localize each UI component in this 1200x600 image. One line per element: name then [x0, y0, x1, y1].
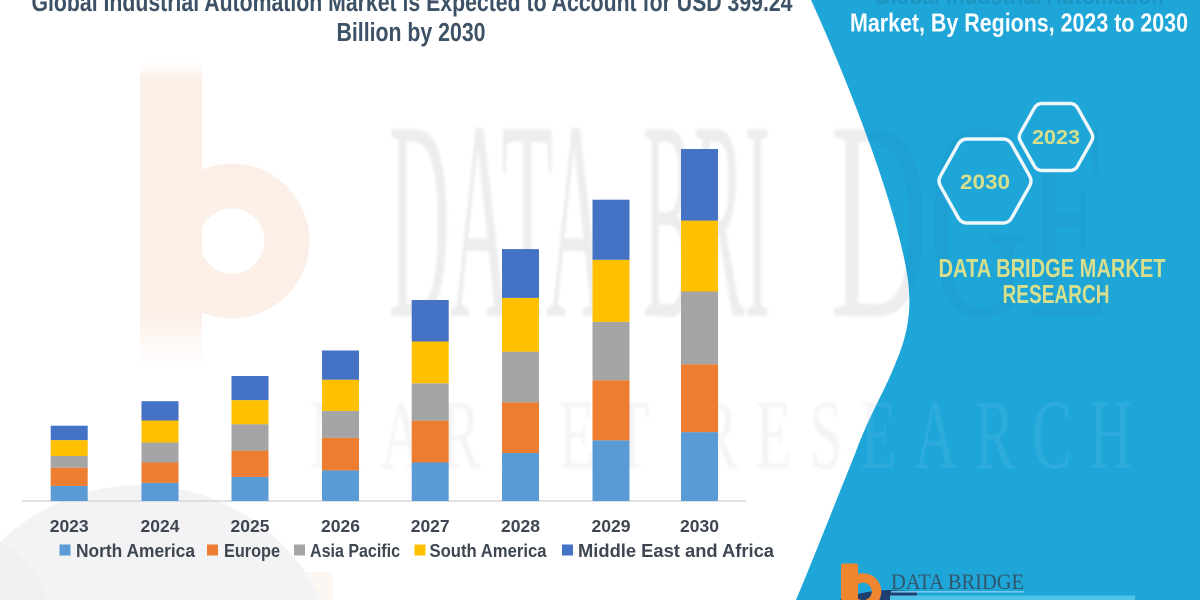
svg-text:2030: 2030 — [680, 516, 719, 536]
svg-text:Asia Pacific: Asia Pacific — [310, 541, 400, 561]
svg-text:2030: 2030 — [960, 171, 1010, 194]
svg-text:2023: 2023 — [1032, 127, 1080, 149]
svg-text:Market, By Regions, 2023 to 20: Market, By Regions, 2023 to 2030 — [850, 8, 1188, 38]
svg-text:2028: 2028 — [501, 516, 540, 536]
svg-text:DATA BRIDGE: DATA BRIDGE — [891, 569, 1024, 594]
svg-text:Billion by 2030: Billion by 2030 — [337, 19, 486, 47]
svg-text:2023: 2023 — [50, 516, 89, 536]
svg-text:2026: 2026 — [321, 516, 360, 536]
svg-text:RESEARCH: RESEARCH — [1003, 279, 1110, 309]
svg-text:Middle East and Africa: Middle East and Africa — [578, 541, 775, 561]
svg-text:2029: 2029 — [592, 516, 631, 536]
svg-text:South America: South America — [430, 541, 548, 561]
svg-text:North America: North America — [76, 541, 196, 561]
svg-text:DATA BRIDGE MARKET: DATA BRIDGE MARKET — [939, 253, 1166, 283]
svg-text:Europe: Europe — [224, 541, 280, 561]
svg-text:2024: 2024 — [141, 516, 180, 536]
svg-text:Global Industrial Automation M: Global Industrial Automation Market is E… — [32, 0, 794, 17]
svg-text:2025: 2025 — [231, 516, 270, 536]
svg-text:2027: 2027 — [411, 516, 450, 536]
svg-text:Global Industrial Automation: Global Industrial Automation — [874, 0, 1164, 10]
